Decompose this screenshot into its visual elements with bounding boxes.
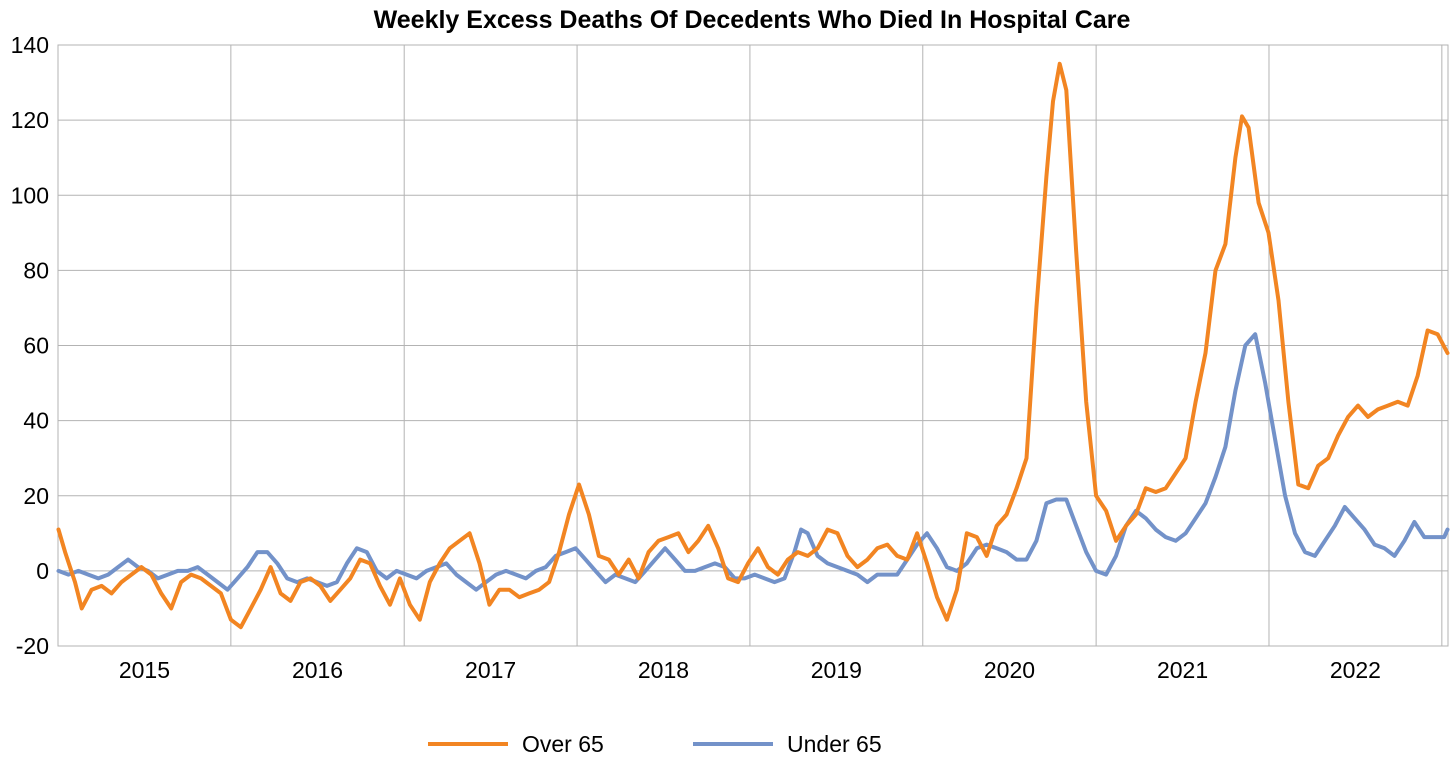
legend-label-under-65: Under 65 xyxy=(787,731,882,757)
series-line-under-65 xyxy=(56,332,1450,592)
chart-title: Weekly Excess Deaths Of Decedents Who Di… xyxy=(374,6,1131,34)
y-tick-label: 100 xyxy=(11,182,49,208)
series-line-over-65 xyxy=(56,61,1450,630)
x-tick-label: 2015 xyxy=(119,657,170,683)
y-tick-label: 140 xyxy=(11,32,49,58)
y-tick-label: 120 xyxy=(11,107,49,133)
x-tick-label: 2018 xyxy=(638,657,689,683)
x-tick-label: 2020 xyxy=(984,657,1035,683)
x-axis-tick-labels: 2015 2016 2017 2018 2019 2020 2021 2022 xyxy=(119,657,1381,683)
legend: Over 65 Under 65 xyxy=(428,731,882,757)
x-tick-label: 2017 xyxy=(465,657,516,683)
plot-frame xyxy=(57,44,1449,647)
x-tick-label: 2022 xyxy=(1330,657,1381,683)
y-tick-label: 80 xyxy=(23,257,49,283)
y-tick-label: 20 xyxy=(23,483,49,509)
x-gridlines xyxy=(230,45,1443,646)
y-axis-tick-labels: -20 0 20 40 60 80 100 120 140 xyxy=(11,32,49,659)
legend-label-over-65: Over 65 xyxy=(522,731,604,757)
y-tick-label: 60 xyxy=(23,333,49,359)
y-tick-label: 40 xyxy=(23,408,49,434)
series-layer xyxy=(56,61,1450,630)
y-tick-label: -20 xyxy=(16,633,49,659)
y-tick-label: 0 xyxy=(36,558,49,584)
x-tick-label: 2016 xyxy=(292,657,343,683)
x-tick-label: 2019 xyxy=(811,657,862,683)
x-tick-label: 2021 xyxy=(1157,657,1208,683)
